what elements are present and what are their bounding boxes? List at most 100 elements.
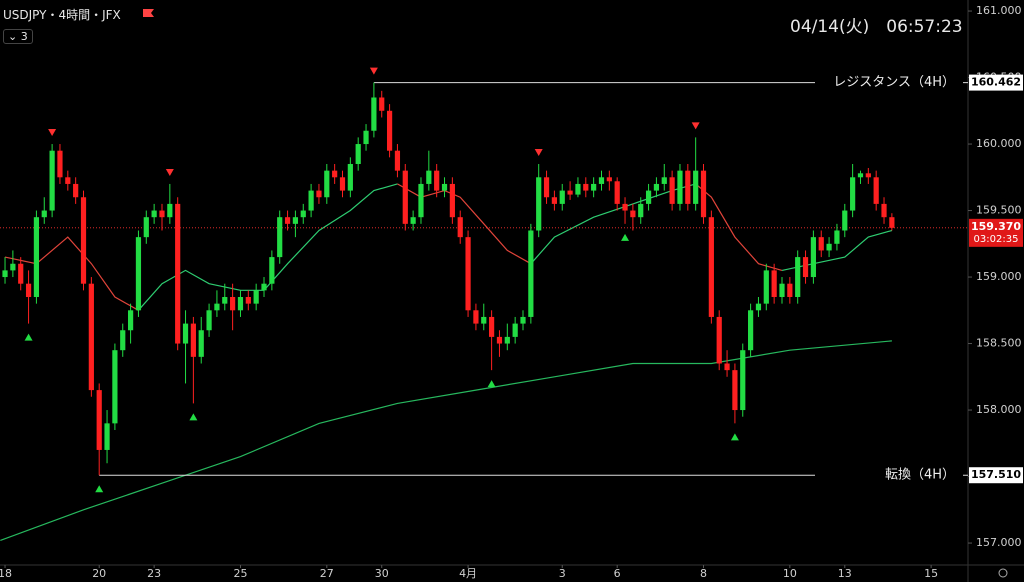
level-price-box <box>969 74 1023 91</box>
settings-icon[interactable] <box>998 568 1008 578</box>
candle-body <box>504 336 510 344</box>
candle-body <box>96 390 102 450</box>
sell-signal <box>534 148 543 156</box>
candle-body <box>112 350 118 424</box>
x-tick-label: 18 <box>0 567 12 580</box>
countdown: 03:02:35 <box>974 234 1019 245</box>
indicator-badge[interactable]: ⌄ 3 <box>3 29 33 44</box>
candle-body <box>277 217 283 258</box>
candle-body <box>598 177 605 184</box>
candle-body <box>73 183 79 198</box>
candle-body <box>606 177 612 182</box>
candle-body <box>214 303 220 311</box>
candle-body <box>583 183 589 191</box>
candle-body <box>49 150 55 211</box>
candle-body <box>434 170 440 191</box>
x-tick-label: 27 <box>320 567 334 580</box>
candle-body <box>175 203 181 344</box>
candle-body <box>237 296 244 311</box>
candle-body <box>332 170 338 178</box>
buy-signal <box>730 433 739 441</box>
y-tick-label: 159.000 <box>976 270 1022 283</box>
candle-body <box>693 170 699 204</box>
buy-signal <box>487 380 496 388</box>
x-tick-label: 4月 <box>459 567 477 580</box>
candle-body <box>308 190 314 211</box>
x-tick-label: 20 <box>92 567 106 580</box>
candle-body <box>700 170 707 218</box>
candle-body <box>355 144 361 164</box>
flag-icon[interactable] <box>142 8 156 20</box>
candle-body <box>386 110 393 151</box>
candle-body <box>543 177 550 198</box>
candle-body <box>873 177 879 204</box>
candle-body <box>520 316 526 324</box>
moving-average <box>4 236 139 311</box>
candle-body <box>10 263 16 271</box>
x-tick-label: 23 <box>147 567 161 580</box>
current-price-box <box>969 218 1023 247</box>
candle-body <box>284 217 291 224</box>
sell-signal <box>48 129 57 137</box>
candle-body <box>167 203 173 218</box>
buy-signal <box>189 413 198 421</box>
candle-body <box>865 173 871 178</box>
x-tick-label: 8 <box>700 567 707 580</box>
y-tick-label: 157.000 <box>976 536 1022 549</box>
moving-average <box>530 183 696 265</box>
candle-body <box>755 303 762 311</box>
candle-body <box>426 170 432 184</box>
candle-body <box>198 330 204 357</box>
candle-body <box>763 270 769 304</box>
candle-body <box>850 177 856 211</box>
candle-body <box>18 263 24 284</box>
candle-body <box>826 243 832 251</box>
candle-body <box>222 296 228 304</box>
candle-body <box>881 203 887 218</box>
x-tick-label: 6 <box>614 567 621 580</box>
level-label-bg <box>815 465 963 486</box>
candle-body <box>253 290 259 304</box>
candle-body <box>182 323 189 344</box>
buy-signal <box>95 485 104 493</box>
candle-body <box>120 330 126 351</box>
candle-body <box>379 97 385 111</box>
candle-body <box>771 270 777 297</box>
x-tick-label: 13 <box>838 567 852 580</box>
candle-body <box>591 183 597 191</box>
candle-body <box>269 257 275 284</box>
badge-count: 3 <box>20 30 28 43</box>
candle-body <box>559 190 565 204</box>
candle-body <box>551 197 557 204</box>
candle-body <box>347 163 353 191</box>
candle-body <box>818 237 824 251</box>
candle-body <box>151 210 157 218</box>
candle-body <box>41 210 47 218</box>
candle-body <box>630 210 636 218</box>
candle-body <box>127 310 134 331</box>
level-price: 157.510 <box>971 468 1021 481</box>
candle-body <box>206 310 212 331</box>
candle-body <box>143 217 149 238</box>
candle-body <box>716 316 722 364</box>
candle-body <box>324 170 330 198</box>
y-tick-label: 161.000 <box>976 4 1022 17</box>
candle-body <box>481 316 487 324</box>
candle-body <box>567 190 573 195</box>
candle-body <box>88 283 94 391</box>
candle-body <box>645 190 652 204</box>
candle-body <box>418 183 424 218</box>
current-price: 159.370 <box>971 220 1021 233</box>
candle-body <box>402 170 408 224</box>
candle-body <box>575 183 581 195</box>
candle-body <box>622 203 628 211</box>
candle-body <box>159 210 165 218</box>
candle-body <box>496 336 503 344</box>
sell-signal <box>165 168 174 176</box>
candle-body <box>842 210 848 231</box>
symbol[interactable]: USDJPY・4時間・JFX <box>3 8 121 22</box>
candle-body <box>449 183 455 218</box>
candle-body <box>857 173 864 178</box>
